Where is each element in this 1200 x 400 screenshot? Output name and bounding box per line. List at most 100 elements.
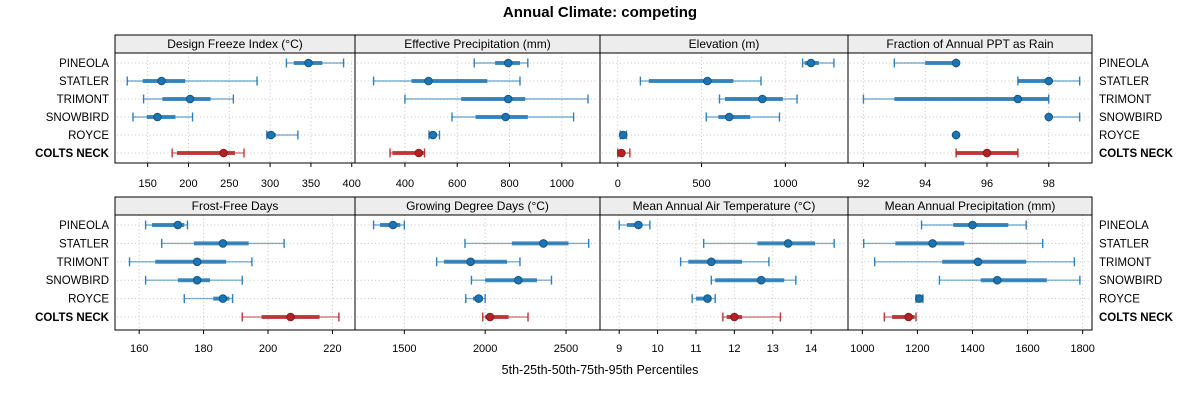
glyph-royce-fraction-of-annual-ppt-as-rain-median-dot: [951, 130, 961, 140]
glyph-snowbird-growing-degree-days-c--median-dot: [514, 275, 523, 285]
strip-label-frost-free-days: Frost-Free Days: [192, 199, 279, 213]
axis-tick-label: 200: [179, 178, 197, 190]
glyph-pineola-mean-annual-air-temperature-c--median-dot: [634, 220, 643, 230]
axis-tick-label: 250: [220, 178, 238, 190]
glyph-royce-frost-free-days-median-dot: [218, 294, 228, 303]
chart-title: Annual Climate: competing: [502, 4, 698, 21]
glyph-statler-design-freeze-index-c--median-dot: [157, 76, 166, 86]
axis-tick-label: 2000: [473, 343, 497, 355]
axis-tick-label: 1000: [550, 178, 574, 190]
glyph-statler-mean-annual-air-temperature-c--median-dot: [783, 239, 793, 248]
panel-border-fraction-of-annual-ppt-as-rain: [847, 52, 1093, 164]
axis-tick-label: 1600: [1015, 343, 1039, 355]
glyph-trimont-mean-annual-precipitation-mm--median-dot: [973, 257, 983, 267]
row-label-left-colts-neck: COLTS NECK: [35, 312, 110, 324]
x-axis-caption: 5th-25th-50th-75th-95th Percentiles: [501, 363, 699, 377]
panel-bg-fraction-of-annual-ppt-as-rain: [848, 53, 1092, 163]
glyph-colts-neck-frost-free-days-median-dot: [286, 312, 295, 322]
row-label-right-colts-neck: COLTS NECK: [1099, 312, 1174, 324]
axis-tick-label: 1000: [773, 178, 797, 190]
panel-bg-mean-annual-precipitation-mm-: [848, 215, 1092, 330]
row-label-left-pineola: PINEOLA: [59, 220, 109, 232]
row-label-left-royce: ROYCE: [68, 294, 109, 306]
glyph-snowbird-mean-annual-air-temperature-c--median-dot: [756, 275, 766, 285]
glyph-statler-frost-free-days-median-dot: [218, 239, 228, 248]
glyph-snowbird-mean-annual-precipitation-mm--median-dot: [992, 275, 1002, 285]
glyph-pineola-fraction-of-annual-ppt-as-rain-median-dot: [951, 58, 961, 68]
glyph-pineola-frost-free-days-median-dot: [173, 220, 183, 230]
row-label-left-trimont: TRIMONT: [57, 94, 109, 106]
panel-bg-effective-precipitation-mm-: [355, 53, 600, 163]
axis-tick-label: 350: [302, 178, 320, 190]
glyph-trimont-frost-free-days-median-dot: [192, 257, 202, 267]
glyph-trimont-mean-annual-air-temperature-c--median-dot: [707, 257, 716, 267]
glyph-snowbird-elevation-m--median-dot: [724, 112, 734, 122]
axis-tick-label: 94: [919, 178, 931, 190]
axis-tick-label: 11: [690, 343, 701, 355]
panel-bg-elevation-m-: [600, 53, 848, 163]
panel-bg-design-freeze-index-c-: [115, 53, 355, 163]
axis-tick-label: 300: [261, 178, 279, 190]
axis-tick-label: 10: [651, 343, 663, 355]
row-label-right-pineola: PINEOLA: [1099, 58, 1149, 70]
panel-bg-frost-free-days: [115, 215, 355, 330]
strip-label-mean-annual-air-temperature-c-: Mean Annual Air Temperature (°C): [633, 199, 816, 213]
glyph-pineola-mean-annual-precipitation-mm--median-dot: [968, 220, 977, 230]
strip-label-fraction-of-annual-ppt-as-rain: Fraction of Annual PPT as Rain: [886, 37, 1053, 51]
row-label-right-statler: STATLER: [1099, 76, 1149, 88]
axis-tick-label: 92: [857, 178, 869, 190]
axis-tick-label: 1000: [850, 343, 874, 355]
glyph-snowbird-fraction-of-annual-ppt-as-rain-median-dot: [1044, 112, 1054, 122]
panel-bg-mean-annual-air-temperature-c-: [600, 215, 848, 330]
row-label-right-snowbird: SNOWBIRD: [1099, 112, 1162, 124]
axis-tick-label: 1800: [1070, 343, 1094, 355]
axis-tick-label: 0: [615, 178, 621, 190]
glyph-royce-mean-annual-precipitation-mm--median-dot: [915, 294, 924, 303]
glyph-colts-neck-effective-precipitation-mm--median-dot: [414, 148, 424, 158]
glyph-royce-elevation-m--median-dot: [618, 130, 628, 140]
row-label-left-statler: STATLER: [59, 238, 109, 250]
glyph-trimont-effective-precipitation-mm--median-dot: [503, 94, 513, 104]
axis-tick-label: 180: [194, 343, 212, 355]
row-label-right-trimont: TRIMONT: [1099, 94, 1151, 106]
glyph-royce-design-freeze-index-c--median-dot: [266, 130, 276, 140]
axis-tick-label: 400: [343, 178, 361, 190]
glyph-snowbird-design-freeze-index-c--median-dot: [153, 112, 162, 122]
glyph-pineola-design-freeze-index-c--median-dot: [304, 58, 313, 68]
row-label-left-trimont: TRIMONT: [57, 257, 109, 269]
row-label-right-royce: ROYCE: [1099, 130, 1140, 142]
strip-label-design-freeze-index-c-: Design Freeze Index (°C): [167, 37, 303, 51]
glyph-statler-effective-precipitation-mm--median-dot: [424, 76, 433, 86]
axis-tick-label: 1200: [905, 343, 929, 355]
axis-tick-label: 1400: [960, 343, 984, 355]
axis-tick-label: 800: [500, 178, 518, 190]
row-label-left-pineola: PINEOLA: [59, 58, 109, 70]
row-label-right-statler: STATLER: [1099, 238, 1149, 250]
strip-label-growing-degree-days-c-: Growing Degree Days (°C): [406, 199, 549, 213]
axis-tick-label: 160: [130, 343, 148, 355]
row-label-right-snowbird: SNOWBIRD: [1099, 275, 1162, 287]
axis-tick-label: 98: [1043, 178, 1055, 190]
axis-tick-label: 220: [323, 343, 341, 355]
axis-tick-label: 12: [728, 343, 740, 355]
glyph-colts-neck-growing-degree-days-c--median-dot: [485, 312, 495, 322]
panel-border-mean-annual-precipitation-mm-: [847, 214, 1093, 331]
row-label-left-snowbird: SNOWBIRD: [46, 275, 109, 287]
glyph-snowbird-effective-precipitation-mm--median-dot: [501, 112, 510, 122]
axis-tick-label: 500: [692, 178, 710, 190]
glyph-trimont-design-freeze-index-c--median-dot: [185, 94, 195, 104]
glyph-statler-mean-annual-precipitation-mm--median-dot: [928, 239, 937, 248]
glyph-royce-effective-precipitation-mm--median-dot: [428, 130, 438, 140]
glyph-colts-neck-fraction-of-annual-ppt-as-rain-median-dot: [982, 148, 992, 158]
glyph-colts-neck-design-freeze-index-c--median-dot: [219, 148, 228, 158]
axis-tick-label: 96: [981, 178, 993, 190]
axis-tick-label: 13: [767, 343, 779, 355]
row-label-left-snowbird: SNOWBIRD: [46, 112, 109, 124]
glyph-pineola-growing-degree-days-c--median-dot: [388, 220, 398, 230]
axis-tick-label: 600: [448, 178, 466, 190]
axis-tick-label: 1500: [392, 343, 416, 355]
row-label-right-trimont: TRIMONT: [1099, 257, 1151, 269]
axis-tick-label: 400: [396, 178, 414, 190]
glyph-statler-fraction-of-annual-ppt-as-rain-median-dot: [1044, 76, 1054, 86]
